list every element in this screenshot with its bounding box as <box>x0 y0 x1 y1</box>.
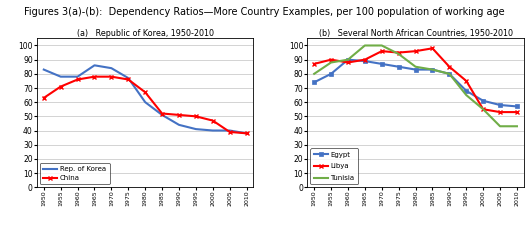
Egypt <box>413 68 419 71</box>
Title: (a)   Republic of Korea, 1950-2010: (a) Republic of Korea, 1950-2010 <box>77 29 214 38</box>
Libya <box>379 50 385 53</box>
Rep. of Korea <box>209 129 216 132</box>
China <box>159 112 165 115</box>
Egypt <box>446 72 452 75</box>
Rep. of Korea <box>58 75 64 78</box>
Rep. of Korea <box>226 129 233 132</box>
China <box>92 75 98 78</box>
Line: Tunisia: Tunisia <box>314 46 517 126</box>
Libya <box>311 62 317 65</box>
China <box>209 119 216 122</box>
China <box>125 78 132 81</box>
Legend: Egypt, Libya, Tunisia: Egypt, Libya, Tunisia <box>310 148 358 184</box>
Egypt <box>430 68 436 71</box>
Libya <box>396 51 402 54</box>
Tunisia <box>497 125 503 128</box>
Rep. of Korea <box>193 128 199 131</box>
Line: Rep. of Korea: Rep. of Korea <box>44 65 247 133</box>
China <box>176 114 182 116</box>
Libya <box>446 65 452 68</box>
Rep. of Korea <box>41 68 47 71</box>
Text: Figures 3(a)-(b):  Dependency Ratios—More Country Examples, per 100 population o: Figures 3(a)-(b): Dependency Ratios—More… <box>24 7 505 17</box>
Tunisia <box>514 125 520 128</box>
Egypt <box>497 104 503 107</box>
Rep. of Korea <box>92 64 98 67</box>
Line: China: China <box>41 74 249 136</box>
Rep. of Korea <box>159 114 165 116</box>
China <box>108 75 115 78</box>
Tunisia <box>311 72 317 75</box>
Rep. of Korea <box>176 123 182 126</box>
Egypt <box>379 62 385 65</box>
Libya <box>497 111 503 114</box>
China <box>58 85 64 88</box>
China <box>243 132 250 135</box>
China <box>41 96 47 99</box>
Egypt <box>345 58 351 61</box>
Egypt <box>311 81 317 84</box>
Egypt <box>328 72 334 75</box>
Libya <box>463 79 469 82</box>
China <box>75 78 81 81</box>
Libya <box>362 58 368 61</box>
Title: (b)   Several North African Countries, 1950-2010: (b) Several North African Countries, 195… <box>318 29 513 38</box>
Rep. of Korea <box>75 75 81 78</box>
Libya <box>514 111 520 114</box>
China <box>193 115 199 118</box>
Tunisia <box>345 58 351 61</box>
Legend: Rep. of Korea, China: Rep. of Korea, China <box>40 163 110 184</box>
Egypt <box>480 99 486 102</box>
Tunisia <box>379 44 385 47</box>
Line: Libya: Libya <box>312 46 519 114</box>
Tunisia <box>446 72 452 75</box>
Libya <box>480 108 486 111</box>
Tunisia <box>430 68 436 71</box>
Libya <box>413 50 419 53</box>
Libya <box>328 58 334 61</box>
Libya <box>430 47 436 50</box>
Tunisia <box>480 108 486 111</box>
Line: Egypt: Egypt <box>312 58 519 108</box>
Rep. of Korea <box>108 67 115 70</box>
Tunisia <box>328 61 334 64</box>
Egypt <box>396 65 402 68</box>
Libya <box>345 61 351 64</box>
Rep. of Korea <box>142 101 148 104</box>
Rep. of Korea <box>125 77 132 79</box>
Tunisia <box>413 65 419 68</box>
Tunisia <box>396 53 402 55</box>
China <box>142 91 148 94</box>
Egypt <box>514 105 520 108</box>
Rep. of Korea <box>243 132 250 135</box>
China <box>226 131 233 133</box>
Tunisia <box>463 94 469 96</box>
Tunisia <box>362 44 368 47</box>
Egypt <box>463 89 469 92</box>
Egypt <box>362 60 368 62</box>
